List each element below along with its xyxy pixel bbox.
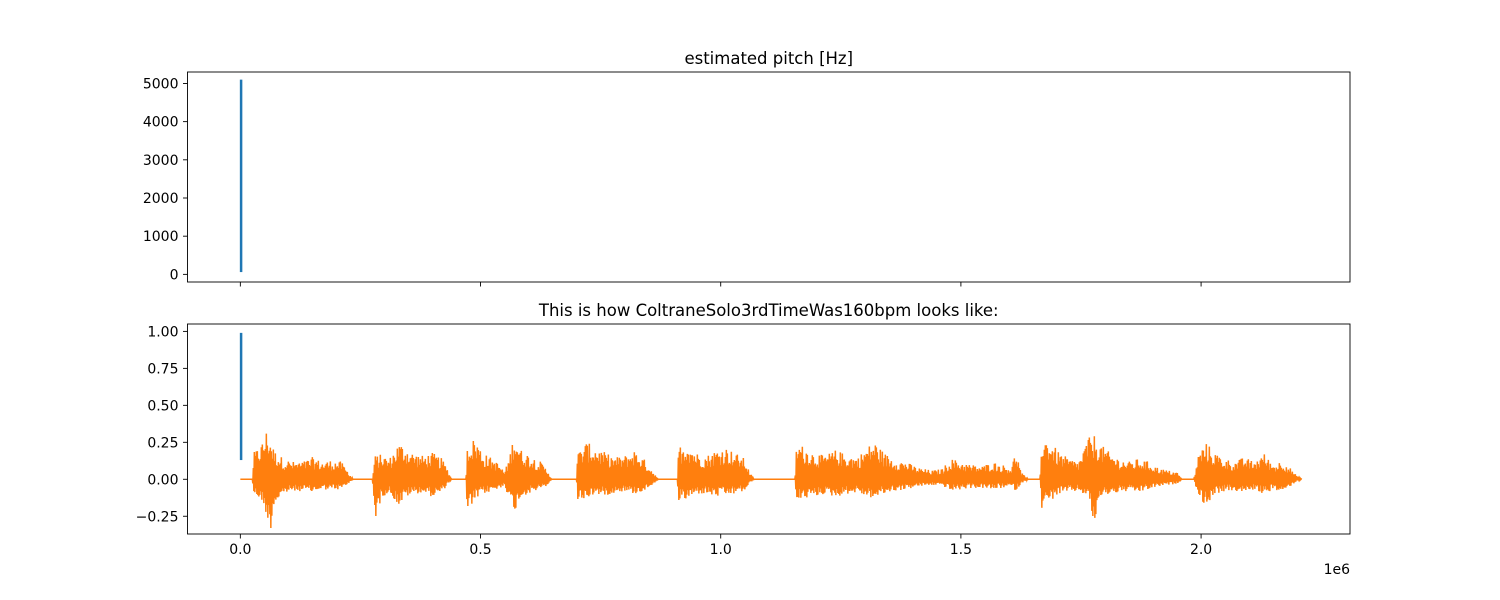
x-offset-label: 1e6: [1324, 562, 1351, 578]
pitch-panel: estimated pitch [Hz] 0 1000 2000 3000 4000 50…: [143, 49, 1351, 287]
y-tick-label: 3000: [143, 153, 179, 169]
y-tick-label: 4000: [143, 115, 179, 131]
y-tick-label: 0: [170, 267, 179, 283]
y-tick-label: 0.25: [147, 435, 178, 451]
x-tick-label: 1.0: [710, 542, 732, 558]
pitch-panel-title: estimated pitch [Hz]: [684, 49, 853, 68]
pitch-panel-axes: 0 1000 2000 3000 4000 5000: [143, 71, 1351, 287]
waveform-panel-axes: 0.0 0.5 1.0 1.5 2.0 −0.25 0.00 0.25 0.50 0.75 1.00: [136, 323, 1351, 558]
y-tick-label: 1000: [143, 229, 179, 245]
x-tick-label: 2.0: [1190, 542, 1212, 558]
waveform-series-line: [240, 433, 1303, 529]
y-tick-label: 1.00: [147, 324, 178, 340]
pitch-overlay-series-line: [239, 332, 243, 461]
x-tick-label: 0.0: [229, 542, 251, 558]
y-tick-label: −0.25: [136, 509, 179, 525]
axes-frame: [187, 323, 1351, 535]
y-tick-label: 2000: [143, 191, 179, 207]
waveform-panel-title: This is how ColtraneSolo3rdTimeWas160bpm…: [538, 301, 999, 320]
x-tick-label: 0.5: [469, 542, 491, 558]
y-tick-label: 0.00: [147, 472, 178, 488]
pitch-series-line: [239, 79, 243, 273]
y-tick-label: 0.50: [147, 398, 178, 414]
y-tick-label: 0.75: [147, 361, 178, 377]
waveform-panel: This is how ColtraneSolo3rdTimeWas160bpm…: [136, 301, 1351, 578]
waveform-panel-marks: [239, 332, 1303, 529]
pitch-panel-marks: [239, 79, 243, 273]
y-tick-label: 5000: [143, 76, 179, 92]
x-tick-label: 1.5: [950, 542, 972, 558]
axes-frame: [187, 71, 1351, 283]
